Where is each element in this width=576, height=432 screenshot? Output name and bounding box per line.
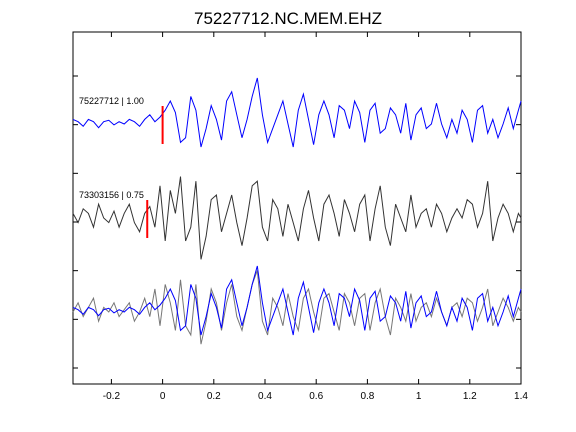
x-tick-label: 1 bbox=[416, 391, 422, 402]
trace-label-group: 75227712 | 1.00 73303156 | 0.75 bbox=[79, 96, 144, 200]
x-tick-label: 0.4 bbox=[258, 391, 272, 402]
trace-label-2: 73303156 | 0.75 bbox=[79, 190, 144, 200]
plot-area bbox=[72, 31, 522, 385]
x-tick-label: 0.6 bbox=[309, 391, 323, 402]
pick-marker-group bbox=[146, 106, 164, 238]
chart-title: 75227712.NC.MEM.EHZ bbox=[194, 9, 382, 28]
trace-line-1 bbox=[72, 77, 522, 148]
trace-label-1: 75227712 | 1.00 bbox=[79, 96, 144, 106]
x-tick-label: -0.2 bbox=[103, 391, 121, 402]
x-tick-label: 1.2 bbox=[463, 391, 477, 402]
y-tick-group bbox=[73, 75, 521, 369]
overlay-trace-line bbox=[72, 265, 522, 336]
x-tick-group: -0.2 0 0.2 0.4 0.6 0.8 1 1.2 1.4 bbox=[103, 32, 528, 402]
x-tick-label: 0.8 bbox=[360, 391, 374, 402]
x-tick-label: 0 bbox=[160, 391, 166, 402]
x-tick-label: 1.4 bbox=[514, 391, 528, 402]
x-tick-label: 0.2 bbox=[207, 391, 221, 402]
